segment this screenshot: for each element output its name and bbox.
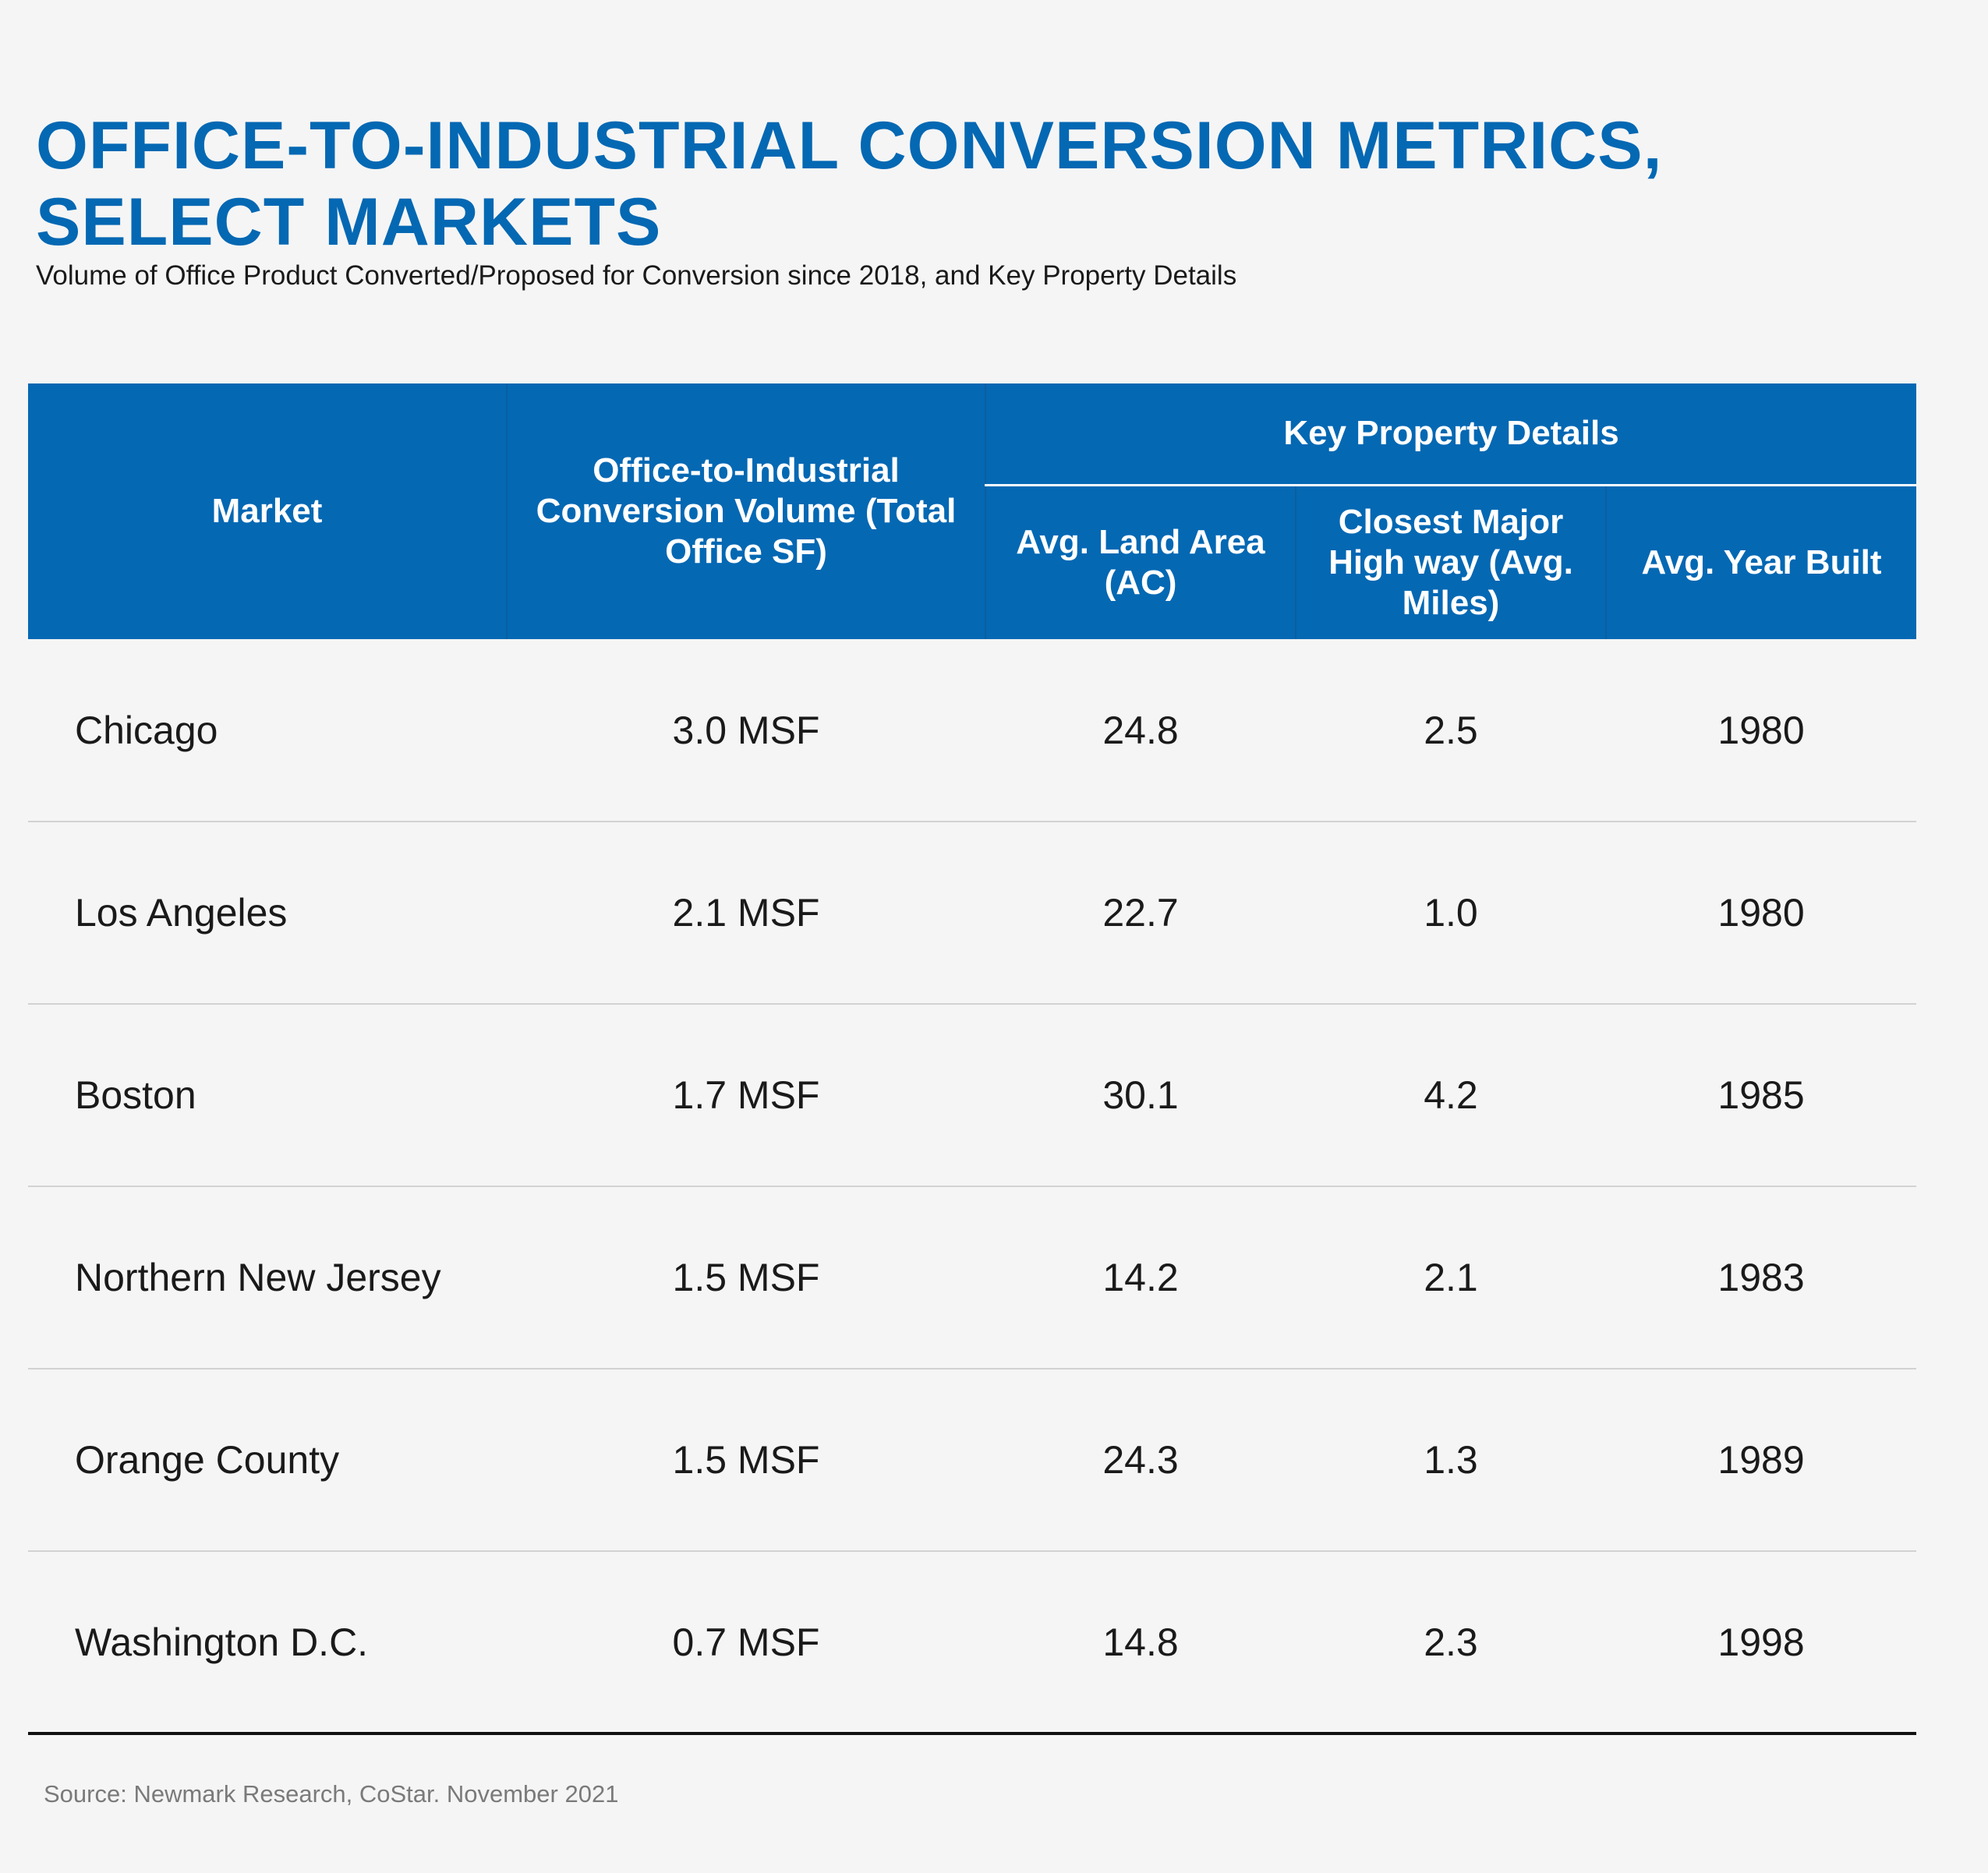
source-note: Source: Newmark Research, CoStar. Novemb…: [44, 1780, 619, 1808]
cell-conversion-volume: 1.7 MSF: [507, 1004, 985, 1187]
chart-subtitle: Volume of Office Product Converted/Propo…: [36, 260, 1237, 291]
cell-avg-year-built: 1985: [1606, 1004, 1917, 1187]
cell-avg-land-area: 24.8: [985, 639, 1296, 822]
cell-closest-highway: 2.1: [1296, 1186, 1606, 1369]
cell-closest-highway: 4.2: [1296, 1004, 1606, 1187]
cell-closest-highway: 1.0: [1296, 822, 1606, 1005]
header-conversion-volume: Office-to-Industrial Conversion Volume (…: [507, 383, 986, 639]
metrics-table: Market Office-to-Industrial Conversion V…: [28, 383, 1917, 1735]
header-closest-highway: Closest Major High way (Avg. Miles): [1296, 485, 1607, 639]
cell-market: Boston: [28, 1004, 507, 1187]
table-row: Northern New Jersey 1.5 MSF 14.2 2.1 198…: [28, 1186, 1917, 1369]
cell-avg-year-built: 1980: [1606, 822, 1917, 1005]
cell-conversion-volume: 3.0 MSF: [507, 639, 985, 822]
cell-market: Northern New Jersey: [28, 1186, 507, 1369]
cell-avg-year-built: 1983: [1606, 1186, 1917, 1369]
cell-market: Chicago: [28, 639, 507, 822]
table-row: Orange County 1.5 MSF 24.3 1.3 1989: [28, 1369, 1917, 1552]
cell-conversion-volume: 0.7 MSF: [507, 1551, 985, 1735]
cell-conversion-volume: 1.5 MSF: [507, 1186, 985, 1369]
cell-market: Los Angeles: [28, 822, 507, 1005]
cell-closest-highway: 2.5: [1296, 639, 1606, 822]
header-market: Market: [28, 383, 508, 639]
table-row: Chicago 3.0 MSF 24.8 2.5 1980: [28, 639, 1917, 822]
cell-closest-highway: 2.3: [1296, 1551, 1606, 1735]
header-avg-land-area: Avg. Land Area (AC): [985, 485, 1296, 639]
chart-title: OFFICE-TO-INDUSTRIAL CONVERSION METRICS,…: [36, 108, 1663, 260]
table-body: Chicago 3.0 MSF 24.8 2.5 1980 Los Angele…: [28, 639, 1917, 1735]
cell-market: Orange County: [28, 1369, 507, 1552]
cell-avg-land-area: 24.3: [985, 1369, 1296, 1552]
metrics-table-container: Market Office-to-Industrial Conversion V…: [28, 383, 1917, 1735]
table-header: Market Office-to-Industrial Conversion V…: [28, 383, 1917, 639]
cell-avg-year-built: 1980: [1606, 639, 1917, 822]
header-avg-year-built: Avg. Year Built: [1606, 485, 1917, 639]
cell-closest-highway: 1.3: [1296, 1369, 1606, 1552]
cell-avg-year-built: 1989: [1606, 1369, 1917, 1552]
cell-market: Washington D.C.: [28, 1551, 507, 1735]
table-row: Washington D.C. 0.7 MSF 14.8 2.3 1998: [28, 1551, 1917, 1735]
table-row: Boston 1.7 MSF 30.1 4.2 1985: [28, 1004, 1917, 1187]
cell-avg-land-area: 22.7: [985, 822, 1296, 1005]
cell-avg-land-area: 30.1: [985, 1004, 1296, 1187]
header-key-property-details: Key Property Details: [985, 383, 1917, 486]
table-row: Los Angeles 2.1 MSF 22.7 1.0 1980: [28, 822, 1917, 1005]
cell-avg-year-built: 1998: [1606, 1551, 1917, 1735]
cell-avg-land-area: 14.8: [985, 1551, 1296, 1735]
cell-conversion-volume: 2.1 MSF: [507, 822, 985, 1005]
cell-avg-land-area: 14.2: [985, 1186, 1296, 1369]
cell-conversion-volume: 1.5 MSF: [507, 1369, 985, 1552]
